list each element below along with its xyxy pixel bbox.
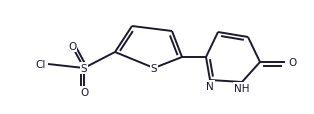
Text: O: O (288, 57, 296, 67)
Text: N: N (206, 81, 214, 91)
Text: Cl: Cl (35, 60, 46, 69)
Text: NH: NH (234, 83, 250, 93)
Text: S: S (81, 63, 87, 73)
Text: O: O (80, 87, 88, 97)
Text: O: O (68, 42, 76, 52)
Text: S: S (151, 63, 157, 73)
